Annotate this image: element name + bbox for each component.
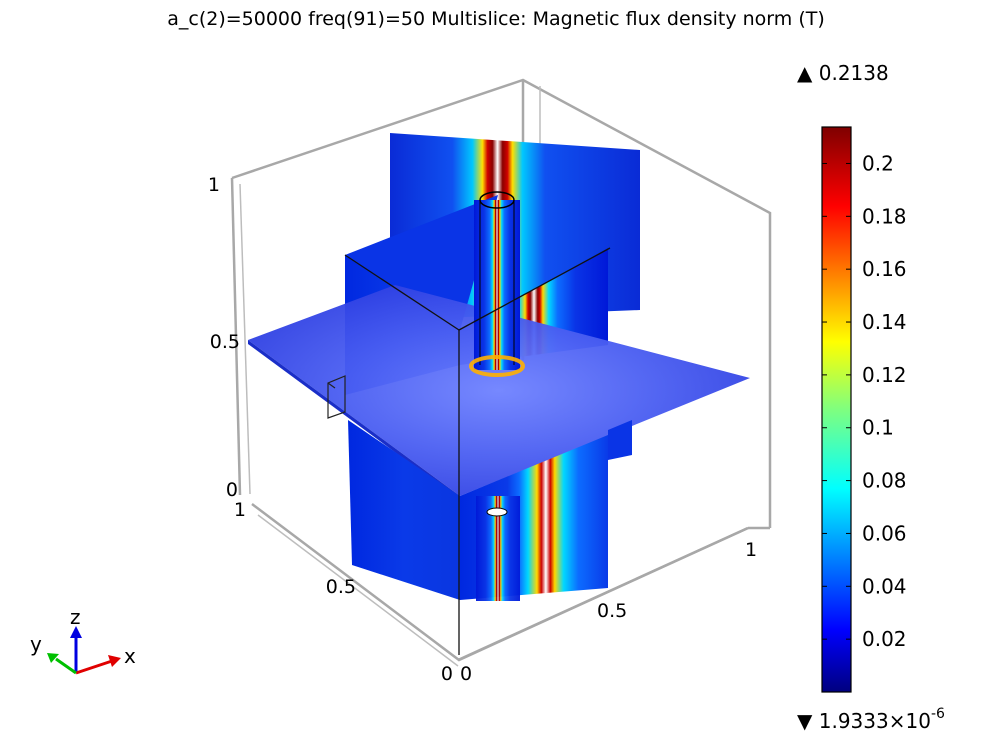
y-tick-0.5: 0.5 xyxy=(326,576,356,598)
colorbar-tick-label: 0.1 xyxy=(862,416,894,440)
triad-y-label: y xyxy=(30,632,42,656)
triad-z-label: z xyxy=(70,605,81,629)
slice-z-mid xyxy=(248,285,750,496)
z-tick-1: 1 xyxy=(208,174,220,196)
colorbar-min-label-exponent: -6 xyxy=(931,706,945,722)
colorbar-min-label-base: ▼ 1.9333×10 xyxy=(797,709,931,733)
coil-outline xyxy=(327,375,346,419)
slice-y-front-left-top xyxy=(345,195,498,330)
plot-title: a_c(2)=50000 freq(91)=50 Multislice: Mag… xyxy=(167,8,825,30)
y-tick-1: 1 xyxy=(234,499,246,521)
x-tick-1: 1 xyxy=(745,539,757,561)
z-tick-0: 0 xyxy=(226,479,238,501)
slice-z-mid-edge xyxy=(248,340,460,500)
axis-tick-labels: 1 0.5 0 1 0.5 0 0 0.5 1 xyxy=(208,174,757,685)
colorbar-tick-label: 0.08 xyxy=(862,469,907,493)
x-tick-0.5: 0.5 xyxy=(597,600,627,622)
bounding-box-front xyxy=(344,247,611,655)
conductor-field-upper xyxy=(474,200,520,370)
colorbar-tick-label: 0.18 xyxy=(862,204,907,228)
colorbar-max-label: ▲ 0.2138 xyxy=(797,61,889,85)
colorbar-tick-label: 0.14 xyxy=(862,310,907,334)
colorbar-tick-label: 0.06 xyxy=(862,521,907,545)
conductor-mid-glow xyxy=(469,355,525,377)
z-tick-0.5: 0.5 xyxy=(210,331,240,353)
colorbar-tick-label: 0.2 xyxy=(862,151,894,175)
slice-x-back-lower xyxy=(608,420,632,460)
colorbar-ticks: 0.2 0.18 0.16 0.14 0.12 0.1 0.08 0.06 0.04 0.02 xyxy=(822,151,907,651)
y-tick-0: 0 xyxy=(441,663,453,685)
colorbar-tick-label: 0.12 xyxy=(862,363,907,387)
colorbar-tick-label: 0.04 xyxy=(862,574,907,598)
colorbar-gradient xyxy=(821,126,852,693)
colorbar: ▲ 0.2138 0.20.180.160.140.120.10.080.060… xyxy=(797,61,945,733)
triad-x-label: x xyxy=(124,644,136,668)
axis-triad: z x y xyxy=(30,605,136,675)
colorbar-min-label: ▼ 1.9333×10-6 xyxy=(797,706,945,733)
colorbar-tick-label: 0.16 xyxy=(862,257,907,281)
x-tick-0: 0 xyxy=(460,663,472,685)
colorbar-tick-label: 0.02 xyxy=(862,627,907,651)
slice-y-front-lower xyxy=(348,420,460,600)
